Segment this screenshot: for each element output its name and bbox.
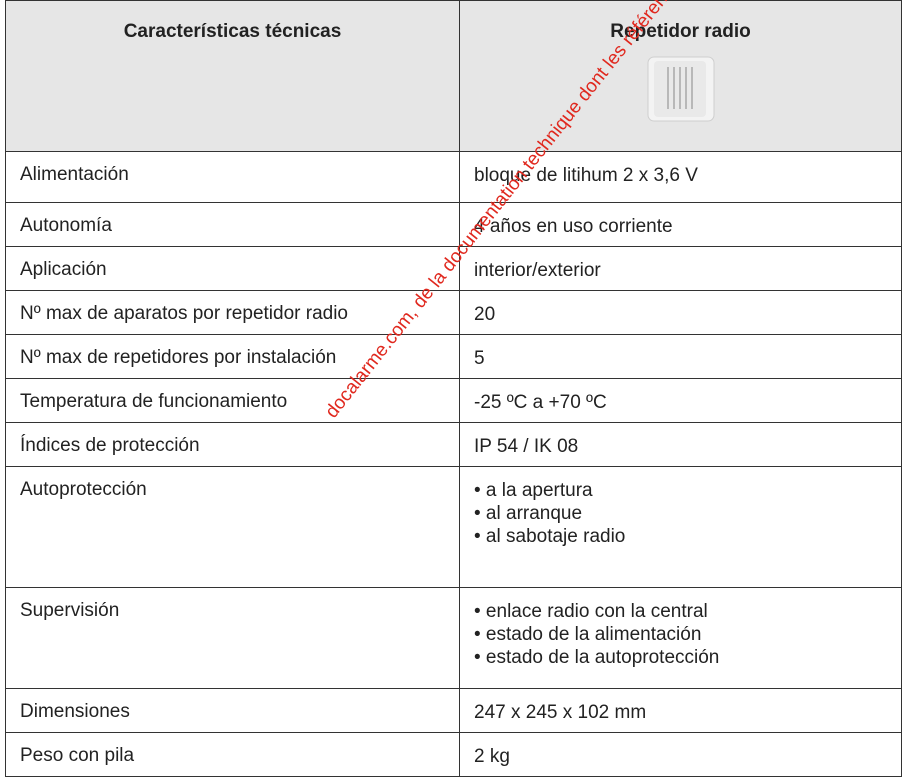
value-line: -25 ºC a +70 ºC: [474, 392, 607, 413]
label-text: Aplicación: [20, 259, 107, 280]
row: Dimensiones 247 x 245 x 102 mm: [5, 688, 902, 733]
row: Índices de protección IP 54 / IK 08: [5, 422, 902, 467]
header-row: Características técnicas Repetidor radio: [5, 0, 902, 152]
value-cell: bloque de litihum 2 x 3,6 V: [459, 151, 902, 203]
value-line: • a la apertura: [474, 480, 593, 501]
value-line: IP 54 / IK 08: [474, 436, 579, 457]
value-line: interior/exterior: [474, 260, 601, 281]
row: Autoprotección • a la apertura • al arranq…: [5, 466, 902, 588]
value-line: 2 kg: [474, 746, 510, 767]
label-cell: Supervisión: [5, 587, 460, 689]
value-line: 5: [474, 348, 485, 369]
label-cell: Autoprotección: [5, 466, 460, 588]
value-cell: 4 años en uso corriente: [459, 202, 902, 247]
value-line: 247 x 245 x 102 mm: [474, 702, 647, 723]
value-cell: • enlace radio con la central • estado de…: [459, 587, 902, 689]
row: Temperatura de funcionamiento -25 ºC a +7…: [5, 378, 902, 423]
value-cell: 20: [459, 290, 902, 335]
label-cell: Nº max de aparatos por repetidor radio: [5, 290, 460, 335]
value-cell: 247 x 245 x 102 mm: [459, 688, 902, 733]
label-text: Nº max de repetidores por instalación: [20, 347, 337, 368]
value-line: • estado de la alimentación: [474, 624, 702, 645]
row: Supervisión • enlace radio con la central…: [5, 587, 902, 689]
value-line: 4 años en uso corriente: [474, 216, 673, 237]
value-line: • enlace radio con la central: [474, 601, 708, 622]
label-cell: Alimentación: [5, 151, 460, 203]
header-cell: Repetidor radio: [459, 0, 902, 152]
label-text: Autoprotección: [20, 479, 147, 500]
label-text: Dimensiones: [20, 701, 130, 722]
label-cell: Aplicación: [5, 246, 460, 291]
value-cell: -25 ºC a +70 ºC: [459, 378, 902, 423]
label-text: Índices de protección: [20, 435, 200, 456]
label-cell: Dimensiones: [5, 688, 460, 733]
row: Aplicación interior/exterior: [5, 246, 902, 291]
label-cell: Peso con pila: [5, 732, 460, 777]
value-line: bloque de litihum 2 x 3,6 V: [474, 165, 698, 186]
label-cell: Índices de protección: [5, 422, 460, 467]
value-cell: interior/exterior: [459, 246, 902, 291]
value-line: • al arranque: [474, 503, 583, 524]
label-text: Supervisión: [20, 600, 120, 621]
header-cell: Características técnicas: [5, 0, 460, 152]
spec-table: Características técnicas Repetidor radio…: [5, 0, 902, 777]
value-line: 20: [474, 304, 496, 325]
row: Nº max de aparatos por repetidor radio 20: [5, 290, 902, 335]
value-line: • estado de la autoprotección: [474, 647, 720, 668]
label-text: Temperatura de funcionamiento: [20, 391, 288, 412]
row: Alimentación bloque de litihum 2 x 3,6 V: [5, 151, 902, 203]
label-text: Autonomía: [20, 215, 112, 236]
label-cell: Temperatura de funcionamiento: [5, 378, 460, 423]
value-cell: IP 54 / IK 08: [459, 422, 902, 467]
row: Autonomía 4 años en uso corriente: [5, 202, 902, 247]
label-text: Nº max de aparatos por repetidor radio: [20, 303, 349, 324]
product-image: [647, 56, 714, 122]
label-cell: Autonomía: [5, 202, 460, 247]
row: Nº max de repetidores por instalación 5: [5, 334, 902, 379]
value-line: • al sabotaje radio: [474, 526, 626, 547]
page: {"table":{"header":["Características téc…: [5, 0, 902, 777]
header-text: Características técnicas: [123, 21, 342, 42]
header-text: Repetidor radio: [610, 21, 751, 42]
row: Peso con pila 2 kg: [5, 732, 902, 777]
value-cell: 5: [459, 334, 902, 379]
value-cell: 2 kg: [459, 732, 902, 777]
label-text: Peso con pila: [20, 745, 135, 766]
value-cell: • a la apertura • al arranque • al sabotaj…: [459, 466, 902, 588]
label-text: Alimentación: [20, 164, 129, 185]
